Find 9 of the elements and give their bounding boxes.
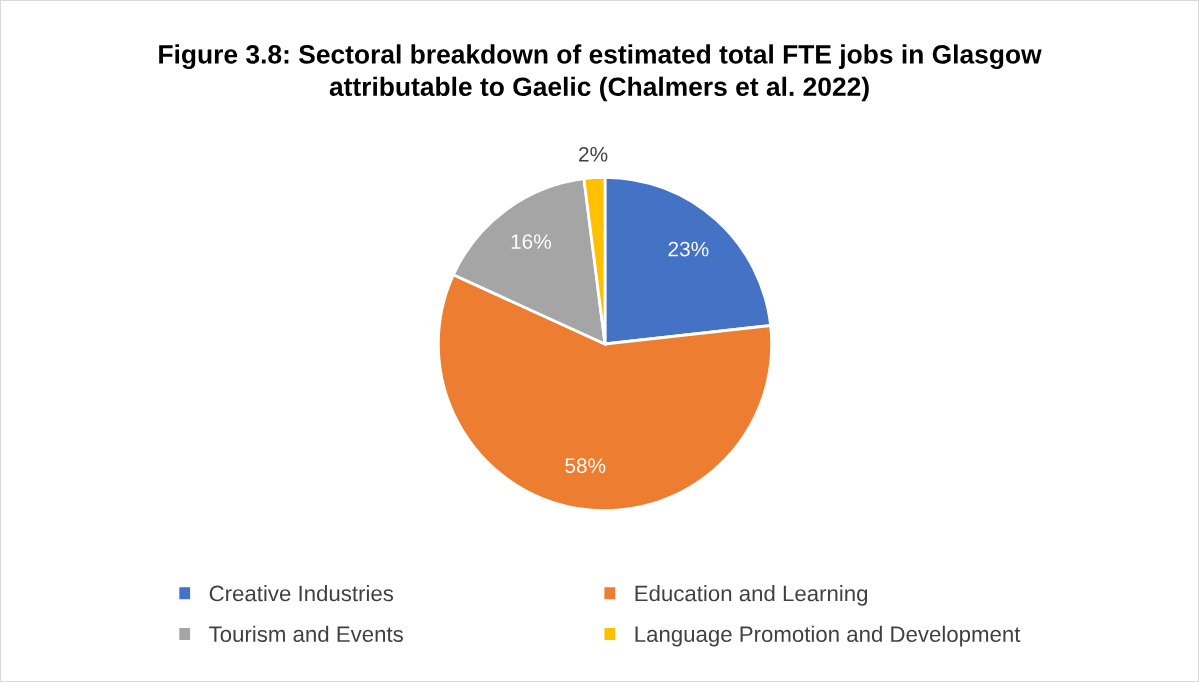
data-label: 16%: [511, 234, 551, 249]
legend-label: Tourism and Events: [209, 625, 403, 643]
legend-label: Language Promotion and Development: [635, 625, 1021, 647]
legend-label: Education and Learning: [635, 585, 868, 606]
chart-title: Figure 3.8: Sectoral breakdown of estimated total FTE jobs in Glasgow attributable to Gaelic (Chalmers et al. 2022): [159, 44, 1042, 102]
data-label: 23%: [668, 241, 709, 257]
data-label: 2%: [579, 146, 608, 162]
data-label: 58%: [565, 458, 606, 474]
legend-label: Creative Industries: [209, 585, 394, 602]
